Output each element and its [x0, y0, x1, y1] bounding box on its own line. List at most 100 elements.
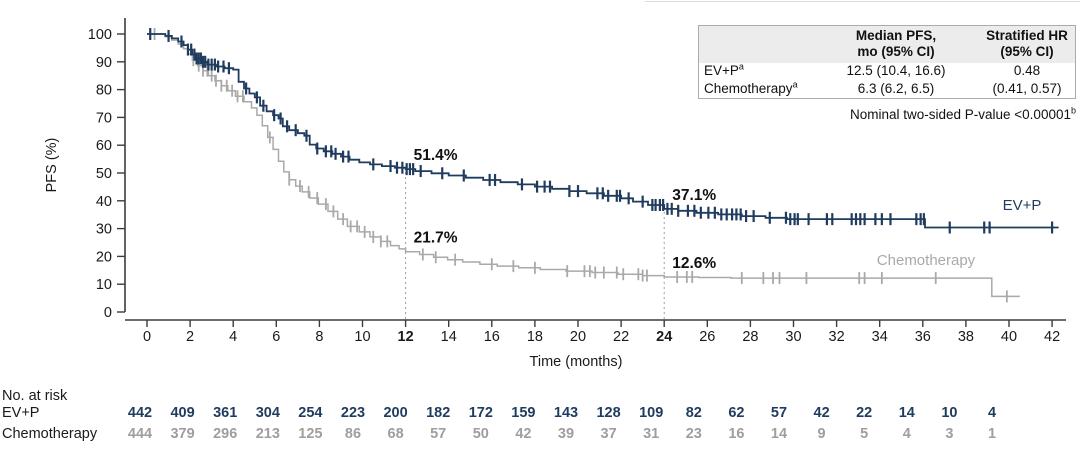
results-header-row: Median PFS, mo (95% CI) Stratified HR (95…	[698, 25, 1076, 64]
at-risk-count: 37	[600, 426, 617, 442]
y-tick-label: 0	[104, 305, 112, 321]
at-risk-count: 39	[557, 426, 575, 442]
pvalue-note: Nominal two-sided P-value <0.00001b	[849, 105, 1076, 122]
results-header-cell: Stratified HR (95% CI)	[979, 25, 1076, 64]
results-table: Median PFS, mo (95% CI) Stratified HR (95…	[698, 25, 1076, 99]
x-tick-label: 2	[186, 329, 194, 345]
x-tick-label: 34	[872, 329, 888, 345]
at-risk-count: 5	[860, 426, 869, 442]
at-risk-count: 182	[426, 405, 451, 421]
at-risk-group-label: EV+P	[2, 405, 40, 421]
y-tick-label: 20	[96, 249, 112, 265]
x-tick-label: 10	[354, 329, 370, 345]
at-risk-count: 109	[639, 405, 664, 421]
at-risk-count: 42	[813, 405, 830, 421]
y-tick-label: 60	[96, 138, 112, 154]
at-risk-count: 31	[643, 426, 660, 442]
x-tick-label: 26	[699, 329, 715, 345]
curve-label-chemotherapy: Chemotherapy	[877, 252, 976, 269]
at-risk-count: 213	[255, 426, 280, 442]
pvalue-text: Nominal two-sided P-value <0.00001	[849, 107, 1071, 122]
x-tick-label: 12	[398, 329, 414, 345]
y-tick-label: 100	[88, 27, 112, 43]
results-row-label: Chemotherapya	[704, 79, 798, 96]
y-tick-label: 10	[96, 277, 112, 293]
stratified-hr-value: 0.48	[1013, 63, 1041, 79]
x-tick-label: 14	[441, 329, 457, 345]
at-risk-count: 125	[298, 426, 323, 442]
y-tick-label: 80	[96, 83, 112, 99]
x-tick-label: 6	[272, 329, 280, 345]
at-risk-count: 16	[728, 426, 745, 442]
at-risk-count: 361	[213, 405, 238, 421]
y-tick-label: 90	[96, 55, 112, 71]
annotation-12.6pct: 12.6%	[672, 255, 716, 272]
results-header-cell: Median PFS, mo (95% CI)	[813, 25, 979, 64]
at-risk-count: 50	[472, 426, 489, 442]
x-axis-title: Time (months)	[530, 354, 623, 370]
at-risk-count: 143	[553, 405, 579, 421]
y-tick-label: 30	[96, 222, 112, 238]
at-risk-count: 3	[945, 426, 954, 442]
km-curve-chemotherapy	[147, 33, 1020, 298]
results-table-head: Median PFS, mo (95% CI) Stratified HR (95…	[698, 25, 1076, 64]
at-risk-count: 57	[430, 426, 447, 442]
at-risk-count: 159	[511, 405, 536, 421]
x-tick-label: 16	[484, 329, 500, 345]
x-tick-label: 20	[570, 329, 586, 345]
at-risk-count: 22	[856, 405, 873, 421]
at-risk-count: 172	[468, 405, 493, 421]
km-curve-ev-p	[147, 33, 1059, 229]
top-divider	[645, 1, 1080, 2]
pvalue-footnote-marker: b	[1070, 105, 1076, 116]
at-risk-count: 200	[383, 405, 408, 421]
at-risk-count: 296	[213, 426, 238, 442]
at-risk-count: 442	[127, 405, 153, 421]
at-risk-count: 304	[255, 405, 280, 421]
x-tick-label: 24	[656, 329, 672, 345]
median-hr-table: Median PFS, mo (95% CI) Stratified HR (95…	[698, 25, 1076, 99]
results-table-body: EV+Pa 12.5 (10.4, 16.6) 0.48 Chemotherapya 6…	[699, 61, 1076, 99]
at-risk-count: 82	[685, 405, 702, 421]
results-row-label: EV+Pa	[704, 61, 744, 79]
at-risk-count: 4	[902, 426, 911, 442]
x-tick-label: 18	[527, 329, 543, 345]
at-risk-count: 57	[770, 405, 788, 421]
at-risk-count: 1	[987, 426, 997, 442]
annotation-37.1pct: 37.1%	[672, 187, 716, 204]
footnote-marker: a	[792, 79, 798, 90]
results-header-cell	[698, 25, 813, 64]
at-risk-count: 14	[898, 405, 915, 421]
x-tick-label: 4	[229, 329, 237, 345]
x-tick-label: 30	[785, 329, 801, 345]
x-tick-label: 42	[1044, 329, 1060, 345]
median-pfs-value: 12.5 (10.4, 16.6)	[846, 63, 946, 79]
at-risk-title: No. at risk	[2, 388, 68, 404]
x-tick-label: 22	[613, 329, 629, 345]
y-tick-label: 40	[96, 194, 112, 210]
at-risk-count: 23	[685, 426, 702, 442]
results-row: Chemotherapya 6.3 (6.2, 6.5) (0.41, 0.57)	[699, 79, 1076, 99]
at-risk-group-label: Chemotherapy	[2, 426, 98, 442]
y-axis-title: PFS (%)	[44, 138, 60, 193]
x-tick-label: 0	[143, 329, 151, 345]
at-risk-count: 10	[941, 405, 958, 421]
at-risk-count: 42	[515, 426, 532, 442]
curve-label-ev-p: EV+P	[1003, 197, 1042, 214]
x-tick-label: 40	[1001, 329, 1017, 345]
x-tick-label: 28	[742, 329, 758, 345]
at-risk-count: 409	[170, 405, 195, 421]
x-tick-label: 38	[958, 329, 974, 345]
x-tick-label: 8	[315, 329, 323, 345]
at-risk-count: 9	[817, 426, 826, 442]
x-tick-label: 36	[915, 329, 931, 345]
x-tick-label: 32	[829, 329, 845, 345]
results-row: EV+Pa 12.5 (10.4, 16.6) 0.48	[699, 61, 1076, 80]
at-risk-count: 4	[987, 405, 997, 421]
y-tick-label: 50	[96, 166, 112, 182]
at-risk-count: 86	[344, 426, 362, 442]
stratified-hr-value: (0.41, 0.57)	[992, 80, 1062, 96]
at-risk-count: 254	[298, 405, 323, 421]
